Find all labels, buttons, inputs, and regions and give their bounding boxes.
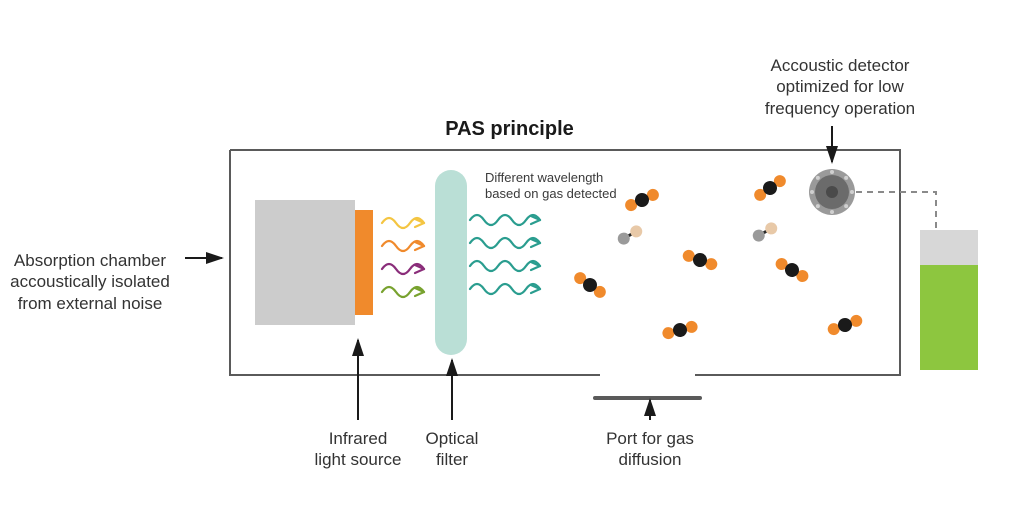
molecule: [826, 312, 865, 337]
wave: [470, 238, 540, 248]
molecule: [751, 220, 780, 244]
molecule: [681, 247, 720, 272]
ir-source: [355, 210, 373, 315]
molecule: [571, 269, 609, 301]
molecule: [623, 186, 662, 214]
molecule: [751, 172, 789, 204]
wave: [470, 215, 540, 225]
detector-lead: [856, 192, 936, 230]
molecule: [661, 319, 699, 342]
collector-body: [920, 265, 978, 370]
collector-top: [920, 230, 978, 265]
molecule: [773, 255, 811, 285]
molecule: [616, 223, 645, 247]
acoustic-detector: [809, 169, 855, 215]
wave: [470, 261, 540, 271]
ir-block: [255, 200, 355, 325]
optical-filter: [435, 170, 467, 355]
wave: [470, 284, 540, 294]
diagram-svg: [0, 0, 1019, 527]
